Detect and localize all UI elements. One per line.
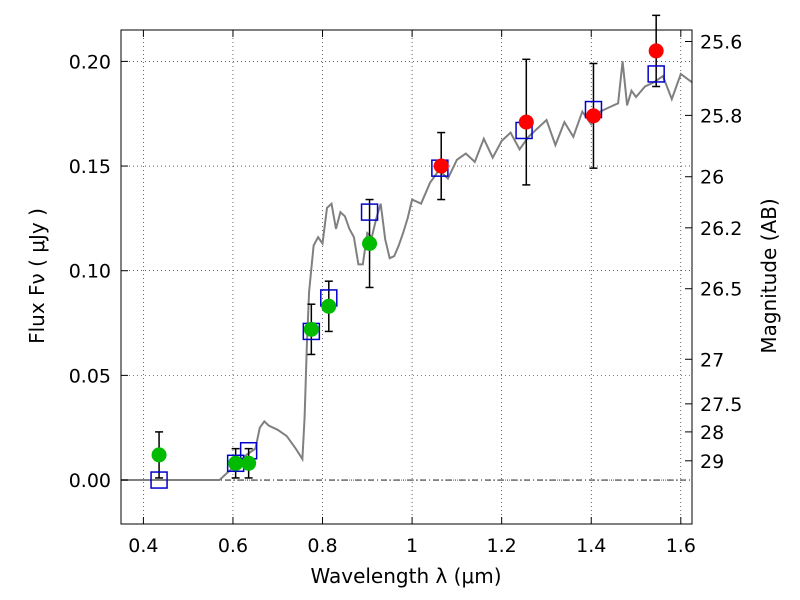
data-point (321, 298, 337, 314)
model-spectrum-line (121, 61, 693, 481)
x-tick-label: 0.8 (307, 535, 337, 557)
magnitude-tick-label: 27.5 (700, 394, 742, 416)
x-tick-label: 1 (406, 535, 418, 557)
magnitude-tick-labels: 25.6 25.8 26 26.2 26.5 27 27.5 28 29 (700, 32, 742, 473)
magnitude-tick-label: 29 (700, 451, 724, 473)
magnitude-tick-label: 26 (700, 167, 724, 189)
y-tick-label: 0.10 (69, 261, 111, 283)
y-tick-labels: 0.00 0.05 0.10 0.15 0.20 (69, 51, 111, 492)
data-points (151, 43, 664, 471)
plot-frame (120, 29, 693, 525)
data-point (585, 108, 601, 124)
data-point (648, 43, 664, 59)
axis-ticks (121, 30, 692, 524)
y-axis-label: Flux Fν ( μJy ) (25, 208, 49, 344)
box-marker (360, 203, 379, 221)
y-tick-label: 0.20 (69, 51, 111, 73)
data-point (241, 455, 257, 471)
x-tick-label: 1.6 (666, 535, 696, 557)
magnitude-tick-label: 26.2 (700, 218, 742, 240)
y2-axis-label: Magnitude (AB) (757, 198, 781, 353)
x-tick-label: 1.4 (576, 535, 606, 557)
magnitude-tick-label: 25.6 (700, 32, 742, 54)
data-point (303, 321, 319, 337)
magnitude-tick-label: 27 (700, 349, 724, 371)
data-point (228, 455, 244, 471)
x-axis-label: Wavelength λ (μm) (310, 564, 501, 588)
y-tick-label: 0.05 (69, 365, 111, 387)
y-tick-label: 0.15 (69, 156, 111, 178)
x-tick-labels: 0.4 0.6 0.8 1 1.2 1.4 1.6 (128, 535, 696, 557)
x-tick-label: 1.2 (487, 535, 517, 557)
box-marker (647, 65, 665, 83)
data-point (362, 236, 378, 252)
x-tick-label: 0.4 (128, 535, 158, 557)
data-point (151, 447, 167, 463)
x-tick-label: 0.6 (218, 535, 248, 557)
data-point (433, 158, 449, 174)
magnitude-tick-label: 26.5 (700, 279, 742, 301)
box-marker (150, 471, 168, 489)
data-point (518, 114, 534, 130)
magnitude-tick-label: 25.8 (700, 105, 742, 127)
magnitude-tick-label: 28 (700, 422, 724, 444)
y-tick-label: 0.00 (69, 470, 111, 492)
